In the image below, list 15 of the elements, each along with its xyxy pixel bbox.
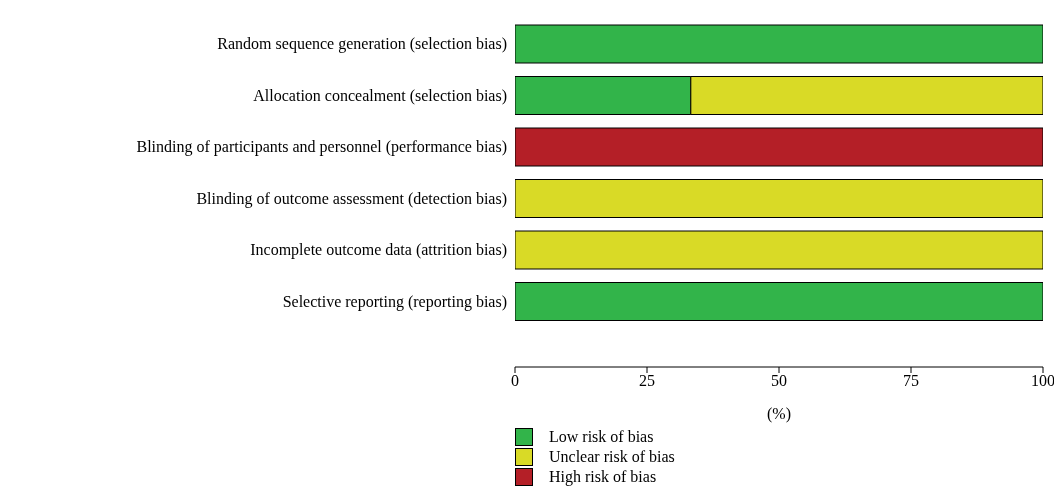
- y-tick-label: Blinding of outcome assessment (detection bias): [196, 189, 507, 208]
- y-tick-label: Allocation concealment (selection bias): [253, 86, 507, 105]
- x-tick-label: 25: [639, 372, 655, 390]
- x-tick-label: 50: [771, 372, 787, 390]
- x-axis-title: (%): [767, 405, 791, 423]
- x-tick-label: 0: [511, 372, 519, 390]
- legend-label: Unclear risk of bias: [549, 448, 675, 466]
- legend-label: Low risk of bias: [549, 428, 654, 446]
- y-tick-label: Selective reporting (reporting bias): [282, 292, 507, 311]
- y-tick-label: Blinding of participants and personnel (performance bias): [136, 138, 507, 157]
- y-tick-label: Incomplete outcome data (attrition bias): [250, 241, 507, 260]
- x-tick-label: 75: [903, 372, 919, 390]
- legend-label: High risk of bias: [549, 468, 657, 486]
- y-tick-label: Random sequence generation (selection bias): [217, 35, 507, 54]
- x-tick-label: 100: [1031, 372, 1055, 390]
